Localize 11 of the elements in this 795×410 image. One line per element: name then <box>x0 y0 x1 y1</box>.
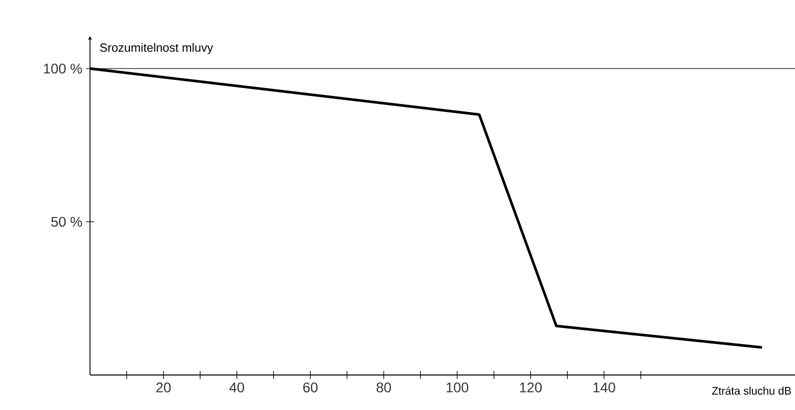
y-tick-label: 50 % <box>51 216 82 227</box>
x-tick-label: 140 <box>593 382 616 392</box>
y-tick-label: 100 % <box>44 64 82 74</box>
x-tick-label: 120 <box>520 382 542 392</box>
x-tick-label: 80 <box>376 382 391 392</box>
x-axis-title: Ztráta sluchu dB <box>712 386 791 395</box>
x-tick-label: 20 <box>156 382 171 392</box>
x-tick-label: 100 <box>446 382 468 392</box>
y-axis-title: Srozumitelnost mluvy <box>100 43 214 54</box>
x-tick-label: 40 <box>229 382 244 392</box>
x-tick-label: 60 <box>303 382 318 392</box>
